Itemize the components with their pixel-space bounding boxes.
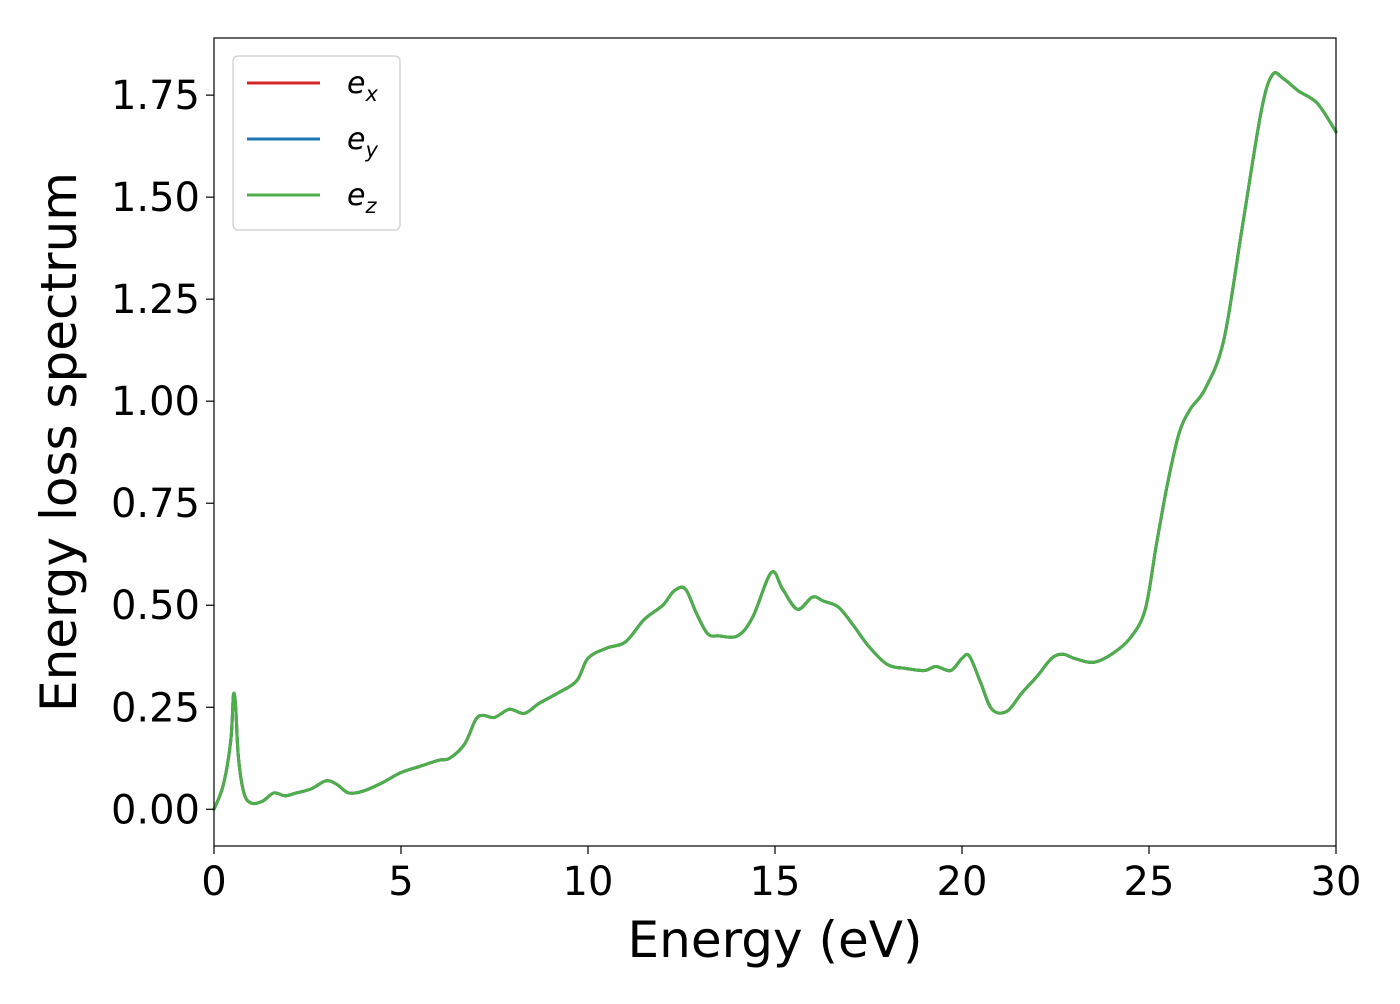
y-tick-label: 1.75 [111,73,200,119]
x-tick-label: 20 [937,859,988,905]
y-axis-ticks: 0.00 0.25 0.50 0.75 1.00 1.25 1.50 1.75 [111,73,214,833]
x-tick-label: 5 [388,859,413,905]
x-tick-label: 10 [563,859,614,905]
legend-label-ex: ex [347,66,378,106]
y-tick-label: 0.25 [111,685,200,731]
x-axis-label: Energy (eV) [628,911,923,969]
y-tick-label: 1.00 [111,379,200,425]
x-tick-label: 15 [750,859,801,905]
y-tick-label: 1.50 [111,175,200,221]
y-tick-label: 0.00 [111,787,200,833]
y-axis-label: Energy loss spectrum [30,172,88,712]
x-tick-label: 25 [1124,859,1175,905]
y-tick-label: 1.25 [111,277,200,323]
legend-box [232,55,401,231]
series-line-e-z [212,71,1338,811]
y-tick-label: 0.75 [111,481,200,527]
plot-area [214,38,1336,846]
legend-label-ey: ey [347,122,378,162]
legend-label-ez: ez [347,178,377,218]
legend: ex ey ez [232,55,401,231]
y-tick-label: 0.50 [111,583,200,629]
x-tick-label: 30 [1311,859,1362,905]
x-axis-ticks: 0 5 10 15 20 25 30 [201,846,1361,905]
series-layer [212,71,1338,811]
x-tick-label: 0 [201,859,226,905]
